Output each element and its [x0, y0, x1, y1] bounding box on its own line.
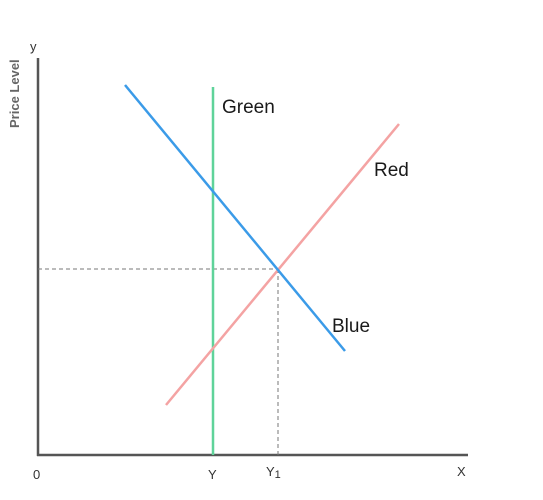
green-curve-label: Green	[222, 97, 275, 118]
tick-y1-subscript: 1	[275, 469, 281, 481]
x-axis-symbol: X	[457, 464, 466, 479]
y-axis-title: Price Level	[7, 59, 22, 128]
red-curve-label: Red	[374, 160, 409, 181]
tick-y1-main: Y	[266, 464, 275, 479]
tick-y1: Y1	[266, 464, 281, 481]
y-axis-symbol: y	[30, 39, 37, 54]
blue-curve-label: Blue	[332, 316, 370, 337]
red-curve	[165, 123, 400, 406]
blue-curve	[124, 84, 346, 352]
origin-label: 0	[33, 467, 40, 482]
tick-y: Y	[208, 467, 217, 482]
